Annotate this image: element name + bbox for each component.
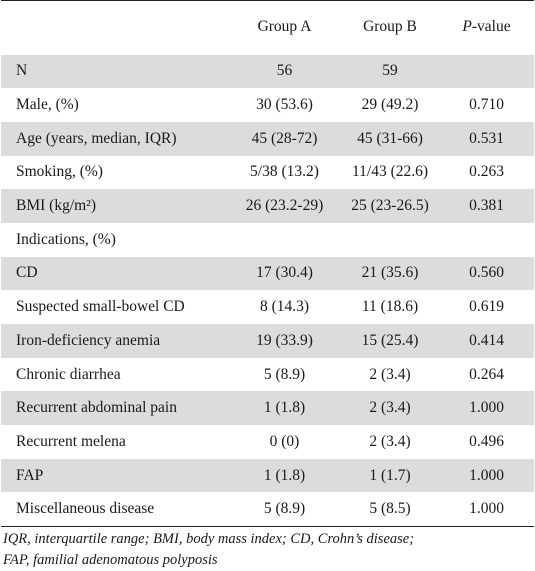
group-a-value: 5 (8.9) bbox=[263, 500, 306, 518]
p-value: 1.000 bbox=[469, 399, 504, 417]
group-a-value: 5/38 (13.2) bbox=[250, 163, 319, 181]
table-row: Recurrent abdominal pain 1 (1.8) 2 (3.4)… bbox=[1, 391, 534, 426]
table-row: Iron-deficiency anemia 19 (33.9) 15 (25.… bbox=[1, 324, 534, 358]
table-row: Indications, (%) bbox=[1, 222, 534, 257]
group-a-value bbox=[228, 223, 341, 257]
footnote-line-2: FAP, familial adenomatous polyposis bbox=[3, 551, 218, 568]
group-a-value: 0 (0) bbox=[269, 432, 300, 450]
p-value: 0.560 bbox=[469, 264, 504, 282]
p-value: 0.263 bbox=[469, 163, 504, 181]
row-label: Male, (%) bbox=[16, 96, 79, 114]
p-value bbox=[439, 55, 534, 89]
group-a-value: 5 (8.9) bbox=[263, 365, 306, 383]
group-a-value: 26 (23.2-29) bbox=[245, 197, 324, 215]
group-b-value: 21 (35.6) bbox=[361, 264, 419, 282]
table-row: N 56 59 bbox=[1, 54, 534, 89]
comparison-table: Group A Group B P-value N 56 59 Male, (%… bbox=[1, 0, 534, 527]
row-label: Iron-deficiency anemia bbox=[16, 331, 161, 349]
header-p-italic: P bbox=[462, 18, 472, 36]
header-p-rest: -value bbox=[471, 18, 511, 36]
group-a-value: 8 (14.3) bbox=[259, 298, 310, 316]
header-row: Group A Group B P-value bbox=[1, 0, 534, 55]
table-row: Suspected small-bowel CD 8 (14.3) 11 (18… bbox=[1, 290, 534, 324]
row-label: Miscellaneous disease bbox=[16, 500, 155, 518]
group-b-value: 25 (23-26.5) bbox=[351, 197, 429, 215]
table-body: N 56 59 Male, (%) 30 (53.6) 29 (49.2) 0.… bbox=[1, 54, 534, 527]
table-row: BMI (kg/m²) 26 (23.2-29) 25 (23-26.5) 0.… bbox=[1, 189, 534, 223]
table-row: Male, (%) 30 (53.6) 29 (49.2) 0.710 bbox=[1, 88, 534, 122]
table-row: Smoking, (%) 5/38 (13.2) 11/43 (22.6) 0.… bbox=[1, 155, 534, 190]
group-a-value: 56 bbox=[276, 62, 293, 80]
row-label: Recurrent melena bbox=[16, 432, 126, 450]
group-b-value: 11/43 (22.6) bbox=[351, 163, 429, 181]
group-b-value: 15 (25.4) bbox=[361, 331, 419, 349]
row-label: Suspected small-bowel CD bbox=[16, 298, 185, 316]
group-a-value: 1 (1.8) bbox=[263, 466, 306, 484]
table-row: Recurrent melena 0 (0) 2 (3.4) 0.496 bbox=[1, 425, 534, 459]
p-value: 0.619 bbox=[469, 298, 504, 316]
group-b-value: 1 (1.7) bbox=[369, 466, 411, 484]
group-a-value: 19 (33.9) bbox=[256, 331, 313, 349]
table-header: Group A Group B P-value bbox=[1, 0, 534, 55]
table-row: Chronic diarrhea 5 (8.9) 2 (3.4) 0.264 bbox=[1, 357, 534, 392]
group-a-value: 45 (28-72) bbox=[251, 129, 318, 147]
p-value: 0.381 bbox=[469, 197, 504, 215]
row-label: CD bbox=[16, 264, 38, 282]
group-b-value: 2 (3.4) bbox=[369, 399, 411, 417]
group-b-value: 11 (18.6) bbox=[361, 298, 419, 316]
row-label: Age (years, median, IQR) bbox=[16, 129, 177, 147]
group-a-value: 30 (53.6) bbox=[256, 96, 313, 114]
row-label: Chronic diarrhea bbox=[16, 365, 121, 383]
p-value: 0.496 bbox=[469, 432, 504, 450]
header-group-b: Group B bbox=[363, 18, 417, 36]
table-row: CD 17 (30.4) 21 (35.6) 0.560 bbox=[1, 256, 534, 291]
header-p-value: P-value bbox=[439, 1, 534, 55]
header-group-a: Group A bbox=[257, 18, 312, 36]
row-label: BMI (kg/m²) bbox=[16, 197, 96, 215]
group-b-value: 5 (8.5) bbox=[369, 500, 411, 518]
p-value: 1.000 bbox=[469, 500, 504, 518]
p-value: 0.414 bbox=[469, 331, 504, 349]
row-label: N bbox=[16, 62, 28, 80]
row-label: Smoking, (%) bbox=[16, 163, 103, 181]
row-label: Indications, (%) bbox=[16, 230, 116, 248]
group-b-value: 29 (49.2) bbox=[361, 96, 419, 114]
p-value: 0.710 bbox=[469, 96, 504, 114]
row-label: Recurrent abdominal pain bbox=[16, 399, 177, 417]
group-a-value: 1 (1.8) bbox=[263, 399, 306, 417]
header-empty-cell bbox=[1, 1, 228, 55]
table-row: FAP 1 (1.8) 1 (1.7) 1.000 bbox=[1, 458, 534, 493]
p-value bbox=[439, 223, 534, 257]
group-b-value: 2 (3.4) bbox=[369, 365, 411, 383]
footnote-line-1: IQR, interquartile range; BMI, body mass… bbox=[3, 530, 415, 547]
table-footnote: IQR, interquartile range; BMI, body mass… bbox=[0, 527, 535, 571]
p-value: 1.000 bbox=[469, 466, 504, 484]
group-b-value: 45 (31-66) bbox=[357, 129, 423, 147]
group-b-value: 59 bbox=[382, 62, 398, 80]
p-value: 0.531 bbox=[469, 129, 504, 147]
table-row: Miscellaneous disease 5 (8.9) 5 (8.5) 1.… bbox=[1, 492, 534, 527]
group-b-value: 2 (3.4) bbox=[369, 432, 411, 450]
group-a-value: 17 (30.4) bbox=[256, 264, 313, 282]
row-label: FAP bbox=[16, 466, 44, 484]
table-row: Age (years, median, IQR) 45 (28-72) 45 (… bbox=[1, 121, 534, 156]
p-value: 0.264 bbox=[469, 365, 504, 383]
group-b-value bbox=[341, 223, 439, 257]
